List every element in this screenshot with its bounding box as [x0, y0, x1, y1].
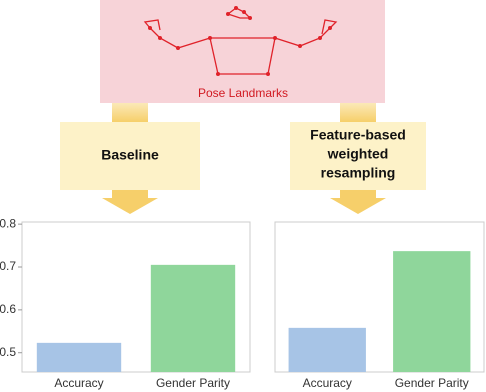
pose-label: Pose Landmarks [198, 86, 288, 100]
bar [393, 251, 471, 372]
pose-points [148, 6, 332, 76]
box-label: weighted [327, 146, 389, 162]
arrow [112, 103, 148, 122]
box-label: Baseline [101, 147, 159, 163]
box-label: Feature-based [310, 127, 406, 143]
baseline-box [60, 122, 200, 190]
y-tick-label: 0.6 [0, 302, 16, 316]
resampling-box [290, 122, 426, 190]
plot-area [21, 221, 251, 373]
x-tick-label: Gender Parity [156, 376, 230, 390]
pose-panel [100, 0, 385, 103]
x-tick-label: Accuracy [54, 376, 103, 390]
arrow [340, 103, 376, 122]
x-tick-label: Gender Parity [395, 376, 469, 390]
y-tick-label: 0.5 [0, 345, 16, 359]
arrow [330, 190, 386, 214]
bar [288, 327, 366, 372]
box-label: resampling [321, 165, 396, 181]
y-tick-label: 0.7 [0, 259, 16, 273]
y-tick-label: 0.8 [0, 216, 16, 230]
bar [36, 342, 122, 372]
bar [150, 264, 236, 372]
plot-area [274, 221, 485, 373]
x-tick-label: Accuracy [303, 376, 352, 390]
arrow [102, 190, 158, 214]
